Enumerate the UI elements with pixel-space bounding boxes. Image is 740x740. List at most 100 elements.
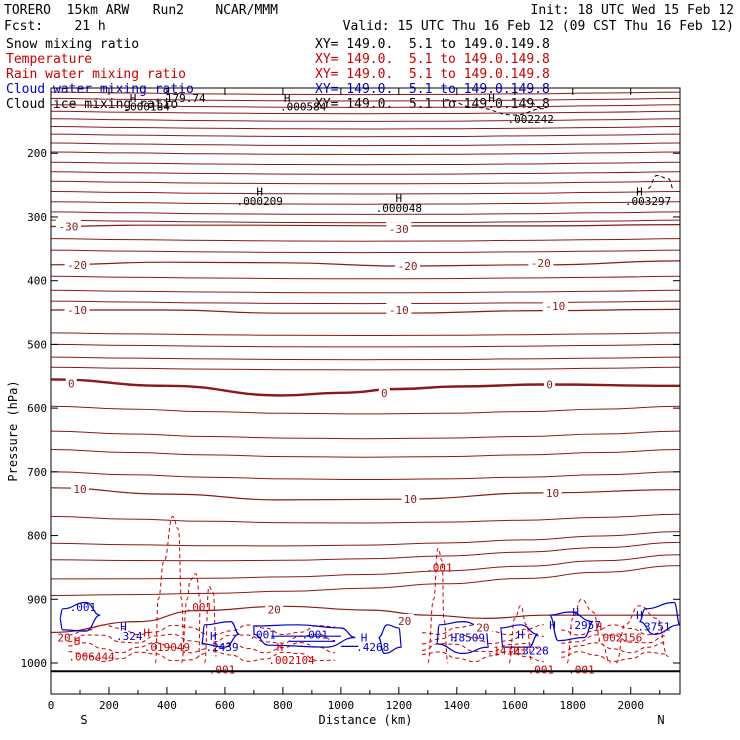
extremum-label: .2439	[205, 641, 238, 654]
background-contour	[50, 565, 681, 596]
isotherm-label: -30	[58, 221, 78, 234]
extremum-label: 179.74	[166, 92, 206, 105]
background-contour	[50, 332, 681, 337]
background-contour	[50, 430, 681, 440]
background-contour	[50, 300, 681, 305]
x-tick-label: 1400	[444, 699, 471, 712]
isotherm-10	[50, 487, 681, 501]
background-contour	[50, 97, 681, 102]
isotherm-label-bg	[528, 255, 554, 269]
extremum-label: .001	[249, 628, 276, 641]
isotherm-label-bg	[55, 219, 81, 233]
extremum-label: .002104	[268, 654, 315, 667]
cloud-water-contour	[499, 624, 539, 648]
isotherm-label: -20	[398, 260, 418, 273]
extremum-label: H	[517, 628, 524, 641]
x-tick-label: 1800	[560, 699, 587, 712]
background-contour	[50, 151, 681, 156]
legend-field-temperature: Temperature	[6, 52, 93, 67]
background-contour	[50, 405, 681, 415]
background-contour	[50, 531, 681, 547]
extremum-label: .001	[186, 601, 213, 614]
extremum-label: .2957	[568, 619, 601, 632]
isotherm-label: 0	[68, 377, 75, 390]
x-tick-label: 1200	[386, 699, 413, 712]
cloud-water-contour	[549, 611, 594, 642]
valid-time: Valid: 15 UTC Thu 16 Feb 12 (09 CST Thu …	[342, 19, 734, 34]
dry-adiabats	[50, 91, 681, 596]
extremum-label: H	[488, 92, 495, 105]
isotherm-label-bg	[543, 485, 562, 499]
isotherm--10	[51, 308, 681, 314]
x-tick-label: 400	[157, 699, 177, 712]
hydrometeor-contours	[59, 99, 681, 664]
background-contour	[50, 366, 681, 371]
extremum-label: H	[256, 185, 263, 198]
extremum-label: .001	[568, 663, 595, 676]
rain-contour	[68, 642, 208, 654]
isotherm-label-bg	[473, 620, 492, 634]
isotherm-label: 10	[546, 487, 559, 500]
rain-contour	[421, 633, 544, 645]
background-contour	[50, 171, 681, 175]
endpoint-left: S	[80, 713, 87, 727]
isotherm-label: -20	[531, 257, 551, 270]
x-tick-label: 200	[99, 699, 119, 712]
extremum-label: H	[361, 632, 368, 645]
extremum-label: H	[636, 185, 643, 198]
extremum-label: .006444	[68, 651, 115, 664]
extremum-label: H	[572, 606, 579, 619]
extremum-label: .001	[302, 628, 329, 641]
extremum-label: .000184	[123, 101, 170, 114]
extremum-label: H	[277, 641, 284, 654]
extremum-label: H	[120, 621, 127, 634]
isotherm-label-bg	[265, 602, 284, 616]
init-time: Init: 18 UTC Wed 15 Feb 12	[530, 3, 735, 18]
rain-contour	[427, 547, 449, 664]
background-contour	[50, 104, 681, 108]
isotherm-label: -30	[389, 223, 409, 236]
isotherm-label-bg	[544, 377, 556, 391]
isotherm-20	[50, 605, 680, 633]
rain-contour	[561, 624, 666, 636]
x-tick-label: 600	[215, 699, 235, 712]
isotherm-label: -20	[67, 259, 87, 272]
y-tick-label: 1000	[21, 657, 48, 670]
cloud-water-contour	[253, 624, 356, 648]
background-contour	[50, 142, 681, 147]
extremum-label: H	[596, 621, 603, 634]
rain-contour	[421, 642, 544, 653]
background-contour	[50, 201, 681, 205]
extremum-label: .001	[70, 601, 97, 614]
background-contour	[50, 238, 681, 242]
extremum-label: .324	[116, 630, 143, 643]
extremum-label: .000048	[376, 202, 422, 215]
legend-field-snow: Snow mixing ratio	[6, 37, 140, 52]
x-tick-label: 800	[273, 699, 293, 712]
isotherm-label: 20	[268, 603, 281, 616]
y-tick-label: 400	[27, 275, 47, 288]
plot-axes: 0 200 400 600 800 1000 1200 1400 1600 1800 2000200…	[6, 87, 681, 727]
extremum-label: .000209	[237, 195, 283, 208]
extremum-label: 20	[57, 632, 70, 645]
isotherm-label: 10	[404, 493, 417, 506]
isotherm-label-bg	[65, 376, 77, 390]
extremum-label: .4268	[356, 641, 389, 654]
rain-contour	[561, 642, 666, 654]
background-contour	[50, 211, 681, 215]
plot-frame	[50, 87, 681, 695]
background-contour	[50, 110, 681, 115]
legend-range-temperature: XY= 149.0. 5.1 to 149.0.149.8	[315, 52, 550, 67]
rain-contour	[508, 605, 533, 664]
extremum-label: H	[210, 630, 217, 643]
extremum-label: .3228	[516, 644, 549, 657]
rain-contour	[204, 585, 217, 664]
y-tick-label: 300	[27, 211, 47, 224]
isotherm-label-bg	[395, 613, 414, 627]
isotherm-label: 10	[73, 483, 86, 496]
isotherm-label-bg	[401, 492, 420, 506]
cloud-ice-contour	[445, 99, 544, 116]
cloud-water-contour	[378, 624, 403, 655]
isotherm-label-bg	[70, 482, 89, 496]
isotherm--30	[50, 224, 681, 228]
